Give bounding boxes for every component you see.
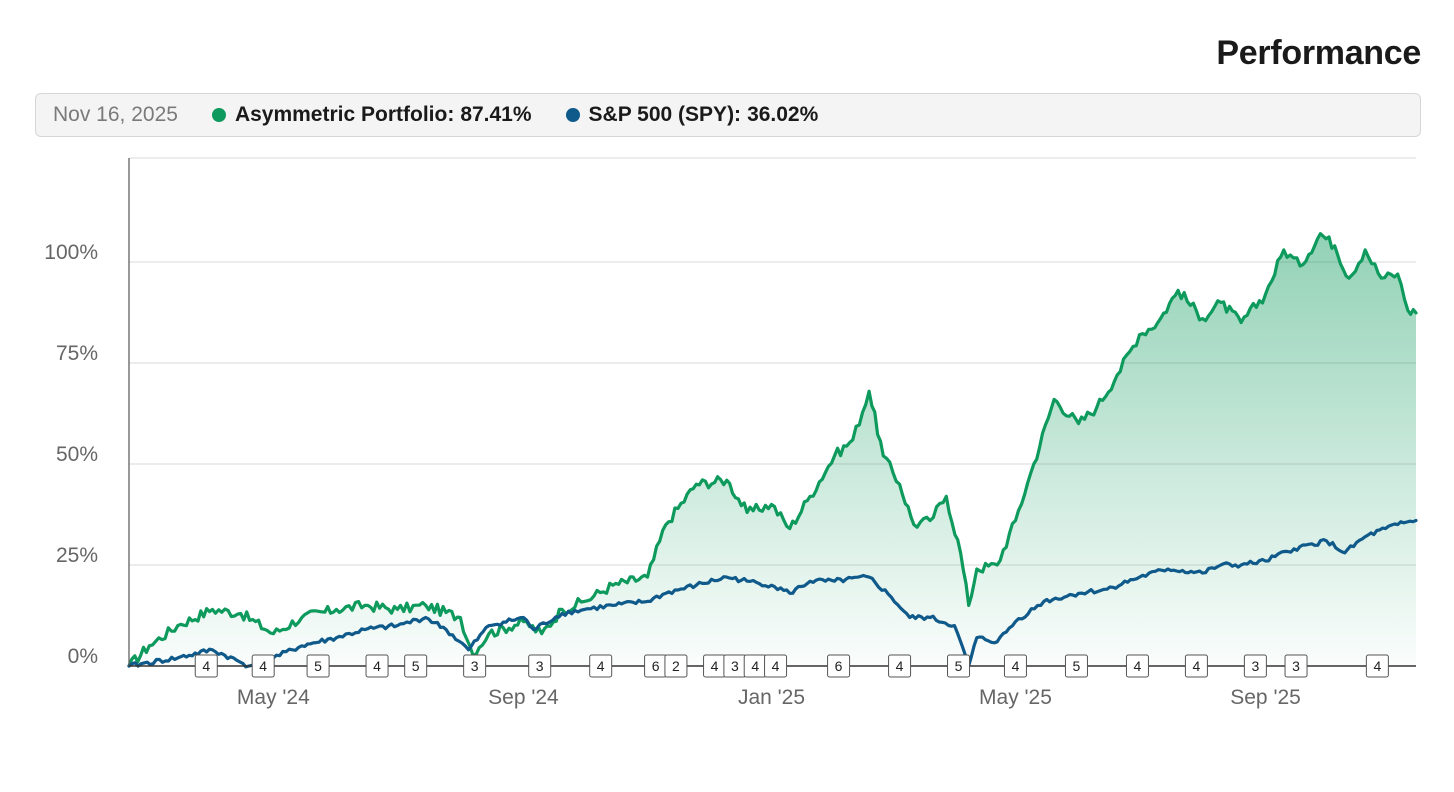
event-marker-label: 6 xyxy=(652,658,660,674)
y-tick-label: 50% xyxy=(56,443,98,466)
chart-legend: Nov 16, 2025 Asymmetric Portfolio: 87.41… xyxy=(35,93,1421,137)
event-marker-box xyxy=(1365,654,1389,678)
event-marker-label: 4 xyxy=(1134,658,1142,674)
event-marker-label: 6 xyxy=(835,658,843,674)
event-marker-box xyxy=(1064,654,1088,678)
event-marker[interactable]: 4 xyxy=(1365,654,1389,678)
event-marker[interactable]: 4 xyxy=(194,654,218,678)
event-marker-box xyxy=(764,654,788,678)
event-marker[interactable]: 4 xyxy=(589,654,613,678)
event-marker-label: 3 xyxy=(536,658,544,674)
event-marker-label: 3 xyxy=(1251,658,1259,674)
event-marker-box xyxy=(194,654,218,678)
event-marker[interactable]: 5 xyxy=(404,654,428,678)
event-marker-box xyxy=(365,654,389,678)
event-marker-box xyxy=(888,654,912,678)
axes: 0% 25% 50% 75% 100% May '24 Sep '24 Jan '25 May … xyxy=(44,158,1416,709)
event-marker-label: 4 xyxy=(896,658,904,674)
event-marker-box xyxy=(251,654,275,678)
event-marker-label: 5 xyxy=(314,658,322,674)
event-marker[interactable]: 3 xyxy=(463,654,487,678)
event-marker-label: 3 xyxy=(731,658,739,674)
event-marker[interactable]: 3 xyxy=(528,654,552,678)
event-marker-label: 4 xyxy=(202,658,210,674)
event-marker-box xyxy=(528,654,552,678)
event-marker-box xyxy=(1184,654,1208,678)
event-marker[interactable]: 4 xyxy=(743,654,767,678)
event-marker-box xyxy=(1284,654,1308,678)
event-marker[interactable]: 4 xyxy=(365,654,389,678)
event-marker-box xyxy=(404,654,428,678)
event-marker-label: 4 xyxy=(1373,658,1381,674)
y-tick-label: 75% xyxy=(56,342,98,365)
event-marker[interactable]: 4 xyxy=(1003,654,1027,678)
legend-label: S&P 500 (SPY): xyxy=(588,103,742,126)
event-marker-box xyxy=(306,654,330,678)
event-marker-label: 4 xyxy=(772,658,780,674)
series-area-fill xyxy=(129,233,1416,666)
event-marker[interactable]: 6 xyxy=(827,654,851,678)
event-marker-label: 4 xyxy=(597,658,605,674)
legend-item-spy: S&P 500 (SPY): 36.02% xyxy=(565,103,819,127)
x-tick-label: Jan '25 xyxy=(738,686,805,709)
event-marker-label: 3 xyxy=(1292,658,1300,674)
event-marker[interactable]: 4 xyxy=(251,654,275,678)
event-marker[interactable]: 5 xyxy=(1064,654,1088,678)
event-marker-box xyxy=(463,654,487,678)
event-marker[interactable]: 4 xyxy=(1125,654,1149,678)
x-tick-label: May '24 xyxy=(237,686,310,709)
legend-label: Asymmetric Portfolio: xyxy=(234,103,455,126)
y-tick-label: 100% xyxy=(44,241,98,264)
event-marker-label: 3 xyxy=(471,658,479,674)
event-marker[interactable]: 4 xyxy=(764,654,788,678)
event-marker[interactable]: 6 xyxy=(644,654,668,678)
event-marker[interactable]: 5 xyxy=(947,654,971,678)
legend-date: Nov 16, 2025 xyxy=(53,103,178,126)
portfolio-dot-icon xyxy=(211,108,226,122)
y-tick-label: 25% xyxy=(56,544,98,567)
event-marker-box xyxy=(664,654,688,678)
event-marker-label: 5 xyxy=(412,658,420,674)
x-tick-label: Sep '24 xyxy=(488,686,559,709)
x-tick-label: Sep '25 xyxy=(1230,686,1301,709)
event-marker-label: 2 xyxy=(672,658,680,674)
y-tick-label: 0% xyxy=(68,645,98,668)
event-marker-label: 4 xyxy=(1193,658,1201,674)
event-marker-box xyxy=(947,654,971,678)
event-marker[interactable]: 4 xyxy=(703,654,727,678)
event-marker-box xyxy=(589,654,613,678)
series-lines xyxy=(127,232,1418,669)
spy-dot-icon xyxy=(565,108,580,122)
spy-line xyxy=(127,518,1418,669)
event-marker[interactable]: 4 xyxy=(888,654,912,678)
event-marker-box xyxy=(827,654,851,678)
event-marker[interactable]: 3 xyxy=(1243,654,1267,678)
event-marker-label: 4 xyxy=(259,658,267,674)
area-fill xyxy=(129,233,1416,666)
event-marker[interactable]: 4 xyxy=(1184,654,1208,678)
legend-value: 36.02% xyxy=(747,103,819,126)
event-marker-label: 4 xyxy=(373,658,381,674)
event-marker-box xyxy=(1003,654,1027,678)
event-marker-box xyxy=(1243,654,1267,678)
portfolio-line xyxy=(127,232,1418,668)
event-marker-label: 4 xyxy=(711,658,719,674)
event-marker[interactable]: 3 xyxy=(723,654,747,678)
event-marker-box xyxy=(1125,654,1149,678)
event-marker-label: 4 xyxy=(1012,658,1020,674)
legend-item-portfolio: Asymmetric Portfolio: 87.41% xyxy=(211,103,532,127)
event-marker-label: 4 xyxy=(751,658,759,674)
legend-value: 87.41% xyxy=(460,103,532,126)
event-marker-label: 5 xyxy=(955,658,963,674)
event-marker[interactable]: 3 xyxy=(1284,654,1308,678)
page-title: Performance xyxy=(1216,34,1421,72)
x-tick-label: May '25 xyxy=(979,686,1052,709)
event-marker[interactable]: 2 xyxy=(664,654,688,678)
event-marker-label: 5 xyxy=(1073,658,1081,674)
event-marker[interactable]: 5 xyxy=(306,654,330,678)
